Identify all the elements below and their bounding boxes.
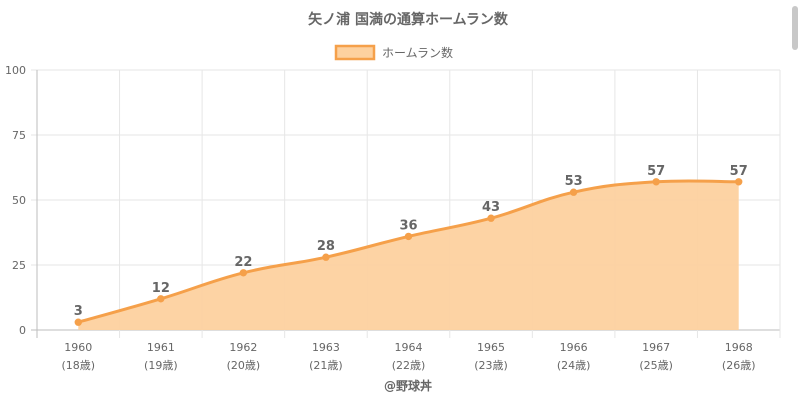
data-point[interactable] [569, 188, 578, 196]
legend-label: ホームラン数 [382, 45, 453, 60]
x-tick-sublabel: (21歳) [309, 359, 343, 372]
series-homeruns [74, 178, 743, 330]
data-label: 43 [482, 200, 500, 215]
data-point[interactable] [487, 214, 495, 222]
data-label: 22 [234, 255, 252, 270]
x-tick-label: 1963 [312, 341, 340, 354]
x-tick-sublabel: (24歳) [557, 359, 591, 372]
data-label: 53 [565, 174, 583, 189]
data-label: 28 [317, 239, 335, 254]
y-tick-label: 100 [5, 64, 26, 77]
scrollbar[interactable] [792, 6, 798, 50]
x-tick-sublabel: (23歳) [474, 359, 508, 372]
legend[interactable]: ホームラン数 [334, 44, 453, 61]
x-tick-sublabel: (22歳) [392, 359, 426, 372]
data-point[interactable] [239, 269, 248, 277]
area-fill [78, 180, 739, 330]
data-point[interactable] [74, 318, 82, 326]
chart-title: 矢ノ浦 国満の通算ホームラン数 [308, 11, 509, 28]
y-tick-label: 0 [19, 324, 26, 337]
x-tick-sublabel: (25歳) [639, 359, 673, 372]
data-labels: 3 12 22 28 36 43 53 57 57 [74, 164, 748, 319]
x-tick-label: 1968 [725, 341, 753, 354]
x-tick-label: 1964 [395, 341, 423, 354]
credit-text: @野球丼 [384, 378, 432, 393]
y-tick-label: 25 [12, 259, 26, 272]
data-label: 57 [647, 164, 665, 179]
data-point[interactable] [322, 253, 330, 261]
x-tick-label: 1961 [147, 341, 175, 354]
x-tick-label: 1965 [477, 341, 505, 354]
x-tick-sublabel: (26歳) [722, 359, 756, 372]
x-tick-label: 1966 [560, 341, 588, 354]
x-axis: 1960 (18歳) 1961 (19歳) 1962 (20歳) 1963 (21歳) 1964… [61, 341, 755, 372]
legend-swatch [334, 44, 376, 61]
data-label: 57 [730, 164, 748, 179]
x-tick-label: 1960 [64, 341, 92, 354]
x-tick-sublabel: (19歳) [144, 359, 178, 372]
data-point[interactable] [652, 178, 660, 186]
data-label: 3 [74, 304, 83, 319]
y-axis: 0 25 50 75 100 [5, 64, 26, 337]
data-point[interactable] [735, 178, 743, 186]
x-tick-label: 1967 [642, 341, 670, 354]
data-label: 12 [152, 281, 170, 296]
x-tick-label: 1962 [229, 341, 257, 354]
x-tick-sublabel: (18歳) [61, 359, 95, 372]
x-tick-sublabel: (20歳) [227, 359, 261, 372]
data-point[interactable] [157, 295, 165, 303]
data-label: 36 [399, 218, 417, 233]
y-tick-label: 50 [12, 194, 26, 207]
data-point[interactable] [404, 232, 413, 241]
y-tick-label: 75 [12, 129, 26, 142]
